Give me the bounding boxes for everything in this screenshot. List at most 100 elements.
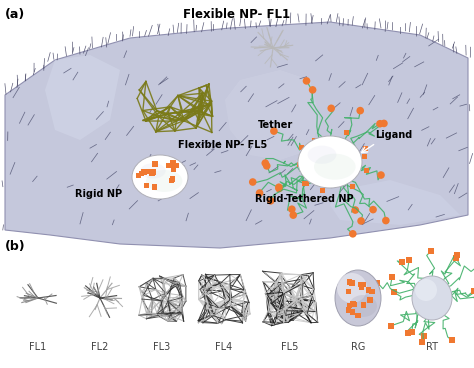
FancyBboxPatch shape — [152, 184, 157, 190]
FancyBboxPatch shape — [358, 282, 363, 287]
Polygon shape — [5, 22, 468, 248]
FancyBboxPatch shape — [419, 339, 425, 345]
FancyBboxPatch shape — [152, 161, 158, 167]
Circle shape — [382, 217, 390, 224]
FancyBboxPatch shape — [171, 166, 176, 172]
FancyBboxPatch shape — [355, 313, 361, 318]
FancyBboxPatch shape — [348, 157, 353, 162]
FancyBboxPatch shape — [320, 188, 326, 193]
Circle shape — [262, 159, 269, 167]
Circle shape — [275, 183, 283, 191]
Ellipse shape — [337, 273, 367, 303]
Ellipse shape — [146, 170, 182, 192]
FancyBboxPatch shape — [349, 280, 355, 286]
FancyBboxPatch shape — [302, 150, 307, 155]
FancyBboxPatch shape — [346, 279, 352, 285]
Polygon shape — [45, 55, 120, 140]
FancyBboxPatch shape — [428, 248, 434, 254]
FancyBboxPatch shape — [149, 170, 155, 176]
FancyBboxPatch shape — [406, 257, 412, 263]
Text: FL2: FL2 — [91, 342, 109, 352]
Circle shape — [349, 230, 356, 238]
FancyBboxPatch shape — [388, 323, 394, 329]
Circle shape — [270, 127, 278, 135]
Circle shape — [356, 107, 364, 114]
Circle shape — [275, 185, 283, 192]
Text: (b): (b) — [5, 240, 26, 253]
FancyBboxPatch shape — [305, 148, 310, 152]
Circle shape — [377, 171, 385, 179]
FancyBboxPatch shape — [454, 252, 460, 258]
FancyBboxPatch shape — [341, 167, 346, 171]
FancyBboxPatch shape — [166, 163, 172, 168]
FancyBboxPatch shape — [139, 171, 144, 176]
Ellipse shape — [314, 154, 356, 180]
Circle shape — [376, 120, 384, 128]
FancyBboxPatch shape — [302, 181, 307, 186]
FancyBboxPatch shape — [421, 333, 427, 339]
FancyBboxPatch shape — [404, 330, 410, 336]
FancyBboxPatch shape — [141, 169, 146, 175]
FancyBboxPatch shape — [362, 154, 366, 159]
Ellipse shape — [308, 146, 337, 164]
FancyBboxPatch shape — [136, 173, 141, 178]
Text: RT: RT — [426, 342, 438, 352]
Text: Rigid NP: Rigid NP — [75, 189, 122, 199]
FancyBboxPatch shape — [363, 146, 368, 151]
FancyBboxPatch shape — [150, 169, 156, 175]
FancyBboxPatch shape — [350, 309, 356, 315]
Ellipse shape — [298, 136, 362, 188]
FancyBboxPatch shape — [369, 289, 374, 294]
Text: FL5: FL5 — [281, 342, 299, 352]
FancyBboxPatch shape — [304, 181, 309, 185]
Text: Rigid-Tethered NP: Rigid-Tethered NP — [255, 194, 354, 204]
Text: Tether: Tether — [258, 120, 293, 130]
FancyBboxPatch shape — [366, 287, 371, 293]
Ellipse shape — [335, 270, 381, 326]
FancyBboxPatch shape — [344, 130, 349, 135]
FancyBboxPatch shape — [169, 178, 174, 183]
Text: FL1: FL1 — [29, 342, 46, 352]
FancyBboxPatch shape — [171, 160, 176, 166]
FancyBboxPatch shape — [311, 142, 317, 147]
FancyBboxPatch shape — [329, 141, 334, 146]
FancyBboxPatch shape — [350, 301, 356, 306]
FancyBboxPatch shape — [299, 145, 304, 150]
FancyBboxPatch shape — [346, 307, 351, 313]
FancyBboxPatch shape — [170, 176, 175, 181]
Text: RG: RG — [351, 342, 365, 352]
FancyBboxPatch shape — [346, 302, 352, 308]
Circle shape — [288, 205, 296, 213]
FancyBboxPatch shape — [346, 289, 351, 294]
Circle shape — [249, 178, 256, 186]
Text: (a): (a) — [5, 8, 25, 21]
FancyBboxPatch shape — [409, 329, 415, 335]
FancyBboxPatch shape — [350, 184, 355, 189]
FancyBboxPatch shape — [297, 162, 301, 167]
Text: Flexible NP- FL1: Flexible NP- FL1 — [183, 8, 291, 21]
Polygon shape — [225, 70, 320, 160]
FancyBboxPatch shape — [449, 337, 455, 343]
Ellipse shape — [412, 276, 452, 320]
Circle shape — [380, 120, 388, 127]
Circle shape — [328, 105, 335, 112]
FancyBboxPatch shape — [360, 282, 365, 287]
Circle shape — [263, 162, 271, 170]
FancyBboxPatch shape — [174, 163, 179, 168]
FancyBboxPatch shape — [144, 183, 149, 188]
Text: FL4: FL4 — [215, 342, 233, 352]
FancyBboxPatch shape — [364, 169, 369, 173]
Circle shape — [309, 86, 317, 94]
Circle shape — [290, 211, 297, 219]
Ellipse shape — [349, 295, 377, 317]
FancyBboxPatch shape — [361, 302, 366, 308]
Polygon shape — [330, 180, 460, 225]
Text: Ligand: Ligand — [375, 130, 412, 140]
FancyBboxPatch shape — [367, 297, 373, 302]
FancyBboxPatch shape — [341, 176, 346, 181]
FancyBboxPatch shape — [471, 288, 474, 294]
FancyBboxPatch shape — [311, 138, 317, 143]
Text: Flexible NP- FL5: Flexible NP- FL5 — [178, 140, 267, 150]
FancyBboxPatch shape — [391, 289, 397, 295]
Text: FL3: FL3 — [154, 342, 171, 352]
